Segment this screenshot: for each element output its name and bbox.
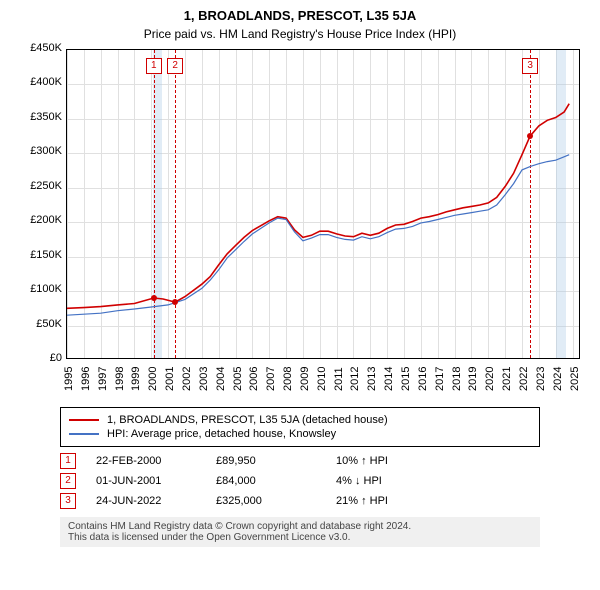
x-tick-label: 2005 [232, 367, 240, 391]
chart: £0 £50K £100K £150K £200K £250K £300K £350K £400… [20, 49, 580, 399]
event-date: 22-FEB-2000 [96, 455, 216, 467]
y-tick-label: £0 [20, 352, 62, 364]
x-tick-label: 2006 [248, 367, 256, 391]
attribution: Contains HM Land Registry data © Crown c… [60, 517, 540, 547]
event-marker: 1 [146, 58, 162, 74]
event-row: 3 24-JUN-2022£325,00021% ↑ HPI [60, 493, 540, 509]
event-marker: 3 [522, 58, 538, 74]
event-price: £325,000 [216, 495, 336, 507]
sale-marker [527, 133, 533, 139]
x-tick-label: 2000 [147, 367, 155, 391]
x-tick-label: 2016 [417, 367, 425, 391]
x-tick-label: 2023 [535, 367, 543, 391]
x-tick-label: 1995 [63, 367, 71, 391]
event-pct: 21% ↑ HPI [336, 495, 456, 507]
event-pct: 4% ↓ HPI [336, 475, 456, 487]
x-tick-label: 2017 [434, 367, 442, 391]
x-tick-label: 2008 [282, 367, 290, 391]
y-tick-label: £50K [20, 318, 62, 330]
attribution-line: This data is licensed under the Open Gov… [68, 532, 532, 543]
x-tick-label: 2007 [265, 367, 273, 391]
x-tick-label: 2015 [400, 367, 408, 391]
plot-area: 12 3 [66, 49, 580, 359]
sale-marker [151, 295, 157, 301]
x-tick-label: 2018 [451, 367, 459, 391]
attribution-line: Contains HM Land Registry data © Crown c… [68, 521, 532, 532]
y-tick-label: £250K [20, 180, 62, 192]
event-marker-icon: 2 [60, 473, 76, 489]
event-price: £84,000 [216, 475, 336, 487]
x-tick-label: 2003 [198, 367, 206, 391]
x-tick-label: 1999 [130, 367, 138, 391]
legend-swatch [69, 433, 99, 435]
x-tick-label: 1996 [80, 367, 88, 391]
y-tick-label: £100K [20, 283, 62, 295]
x-tick-label: 2025 [569, 367, 577, 391]
x-tick-label: 2004 [215, 367, 223, 391]
sale-marker [172, 299, 178, 305]
event-price: £89,950 [216, 455, 336, 467]
x-tick-label: 2022 [518, 367, 526, 391]
y-tick-label: £450K [20, 42, 62, 54]
legend: 1, BROADLANDS, PRESCOT, L35 5JA (detache… [60, 407, 540, 447]
x-tick-label: 2013 [366, 367, 374, 391]
y-tick-label: £200K [20, 214, 62, 226]
events-table: 1 22-FEB-2000£89,95010% ↑ HPI 2 01-JUN-2001… [60, 453, 540, 509]
x-tick-label: 2014 [383, 367, 391, 391]
x-tick-label: 2011 [333, 367, 341, 391]
x-tick-label: 2001 [164, 367, 172, 391]
series-line [67, 155, 569, 316]
event-pct: 10% ↑ HPI [336, 455, 456, 467]
event-date: 24-JUN-2022 [96, 495, 216, 507]
chart-subtitle: Price paid vs. HM Land Registry's House … [12, 27, 588, 41]
event-row: 1 22-FEB-2000£89,95010% ↑ HPI [60, 453, 540, 469]
x-tick-label: 2012 [349, 367, 357, 391]
event-marker-icon: 1 [60, 453, 76, 469]
event-marker-icon: 3 [60, 493, 76, 509]
x-tick-label: 2010 [316, 367, 324, 391]
x-tick-label: 2009 [299, 367, 307, 391]
event-row: 2 01-JUN-2001£84,0004% ↓ HPI [60, 473, 540, 489]
legend-label: 1, BROADLANDS, PRESCOT, L35 5JA (detache… [107, 414, 388, 426]
x-tick-label: 1998 [114, 367, 122, 391]
y-tick-label: £350K [20, 111, 62, 123]
x-tick-label: 2024 [552, 367, 560, 391]
x-tick-label: 1997 [97, 367, 105, 391]
legend-item: HPI: Average price, detached house, Know… [69, 428, 531, 440]
legend-swatch [69, 419, 99, 421]
legend-item: 1, BROADLANDS, PRESCOT, L35 5JA (detache… [69, 414, 531, 426]
x-tick-label: 2020 [484, 367, 492, 391]
y-tick-label: £400K [20, 76, 62, 88]
y-tick-label: £150K [20, 249, 62, 261]
x-tick-label: 2002 [181, 367, 189, 391]
y-tick-label: £300K [20, 145, 62, 157]
x-tick-label: 2021 [501, 367, 509, 391]
x-tick-label: 2019 [467, 367, 475, 391]
legend-label: HPI: Average price, detached house, Know… [107, 428, 336, 440]
event-date: 01-JUN-2001 [96, 475, 216, 487]
event-marker: 2 [167, 58, 183, 74]
chart-title: 1, BROADLANDS, PRESCOT, L35 5JA [12, 8, 588, 23]
